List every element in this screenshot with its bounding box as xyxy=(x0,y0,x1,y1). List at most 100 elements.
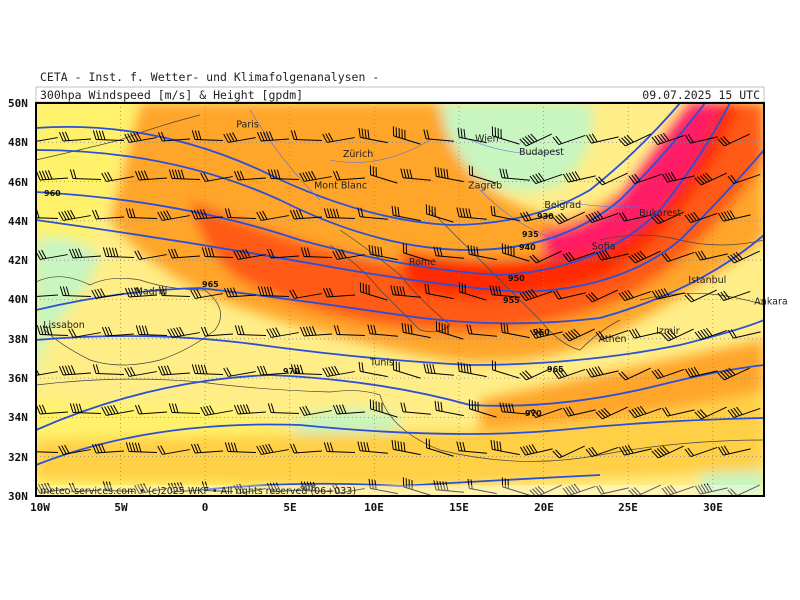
wind-barb xyxy=(267,169,300,180)
city-label: Lissabon xyxy=(43,320,85,331)
contour-label: 965 xyxy=(547,365,564,374)
wind-barb xyxy=(290,364,323,375)
city-label: Paris xyxy=(236,120,259,131)
wind-barb xyxy=(425,438,454,457)
city-label: Wien xyxy=(475,133,499,144)
wind-barb xyxy=(357,441,388,454)
wind-barb xyxy=(727,406,761,419)
wind-barb xyxy=(562,251,596,263)
wind-barb xyxy=(457,361,487,378)
contour-label: 965 xyxy=(202,280,219,289)
wind-barb xyxy=(618,444,652,456)
wind-barb xyxy=(167,326,200,338)
city-labels: Paris Zürich Wien Budapest Zagreb Belgrad Buka… xyxy=(43,120,787,369)
wind-barb xyxy=(167,482,201,493)
wind-barb xyxy=(529,172,563,185)
city-label: Istanbul xyxy=(688,275,726,286)
wind-barb xyxy=(618,367,651,381)
lon-axis: 10W 5W 0 5E 10E 15E 20E 25E 30E xyxy=(30,501,723,514)
wind-barb xyxy=(628,405,662,419)
wind-barb xyxy=(134,483,167,494)
wind-barb xyxy=(290,130,323,141)
wind-barb xyxy=(595,249,629,261)
wind-barb xyxy=(134,250,167,260)
wind-barb xyxy=(402,243,431,262)
wind-barb xyxy=(562,328,595,342)
wind-barb xyxy=(332,484,365,494)
wind-barb xyxy=(300,247,333,258)
wind-barb xyxy=(562,406,596,417)
wind-barb xyxy=(651,211,684,225)
city-label: Mont Blanc xyxy=(314,181,367,192)
wind-barb xyxy=(101,326,135,337)
wind-barb xyxy=(585,366,619,378)
wind-barb xyxy=(233,483,266,494)
wind-barb xyxy=(562,483,596,496)
institute-line: CETA - Inst. f. Wetter- und Klimafolgena… xyxy=(40,70,380,84)
north-africa-coast xyxy=(36,378,764,462)
contour-label: 950 xyxy=(508,274,525,283)
wind-barb xyxy=(323,208,356,219)
wind-barb xyxy=(368,244,398,261)
wind-barb xyxy=(101,171,134,182)
wind-barb xyxy=(266,248,300,259)
wind-barb xyxy=(200,172,233,182)
wind-barb xyxy=(468,399,497,418)
wind-barb xyxy=(499,402,530,415)
wind-barb xyxy=(157,131,191,142)
wind-barb xyxy=(401,322,431,339)
city-label: Bukarest xyxy=(639,208,681,219)
wind-barb xyxy=(266,327,299,338)
wind-barb xyxy=(168,169,201,180)
wind-barb xyxy=(36,325,69,336)
city-label: Rome xyxy=(409,257,436,268)
wind-barb xyxy=(134,404,168,415)
lon-label: 5E xyxy=(283,501,296,514)
wind-barb xyxy=(36,482,68,494)
wind-barb xyxy=(323,442,356,453)
lon-label: 0 xyxy=(202,501,209,514)
lon-label: 5W xyxy=(114,501,128,514)
product-title: 300hpa Windspeed [m/s] & Height [gpdm] xyxy=(40,88,304,102)
wind-barb xyxy=(400,168,431,181)
city-label: Zürich xyxy=(343,149,373,160)
wind-barb xyxy=(661,171,695,183)
contour-label: 960 xyxy=(44,189,61,198)
lat-label: 44N xyxy=(8,215,28,228)
wind-barb xyxy=(694,172,727,186)
wind-barb xyxy=(402,477,431,496)
wind-area-strong xyxy=(480,340,764,430)
wind-barb xyxy=(434,400,464,417)
wind-barb xyxy=(585,289,618,303)
wind-barb xyxy=(552,134,586,146)
wind-barb xyxy=(651,288,685,300)
wind-barb xyxy=(499,168,530,181)
wind-barb xyxy=(618,133,651,147)
wind-barb xyxy=(519,288,553,302)
wind-barb xyxy=(332,170,366,181)
wind-barb xyxy=(124,131,157,143)
wind-barb xyxy=(489,285,520,298)
contour-label: 970 xyxy=(283,367,300,376)
wind-barb xyxy=(299,326,333,337)
wind-barb xyxy=(529,250,562,264)
wind-barb xyxy=(289,289,322,299)
wind-barb xyxy=(157,445,190,455)
wind-barb xyxy=(233,170,267,181)
wind-barb xyxy=(68,482,102,493)
wind-barb xyxy=(58,209,91,221)
wind-area-moderate xyxy=(36,390,764,486)
contour-line xyxy=(36,149,764,293)
wind-barb xyxy=(36,404,69,415)
lat-label: 34N xyxy=(8,411,28,424)
wind-barb xyxy=(299,405,332,416)
wind-barb xyxy=(69,403,102,414)
wind-barb xyxy=(369,165,398,184)
iberia-coast xyxy=(36,276,221,366)
wind-barb xyxy=(58,131,92,142)
contour-labels: 930 935 940 950 955 960 965 970 975 960 … xyxy=(44,189,564,493)
wind-barb xyxy=(425,204,454,223)
wind-barb xyxy=(223,367,256,377)
wind-barb xyxy=(717,445,751,456)
borders xyxy=(249,109,651,241)
